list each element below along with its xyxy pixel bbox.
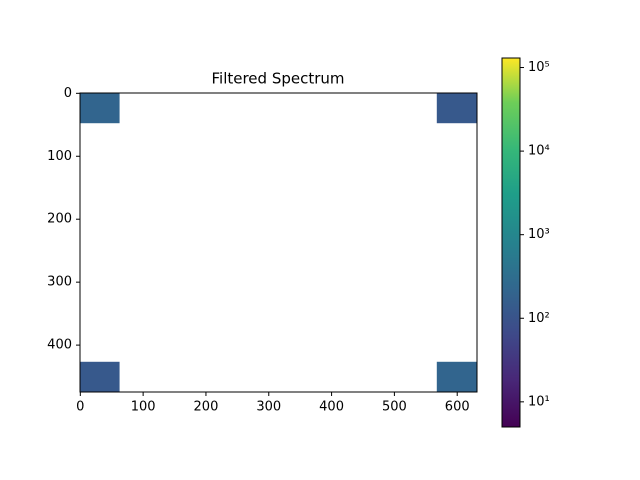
chart-title: Filtered Spectrum: [211, 70, 344, 88]
colorbar-tick-label: 10⁵: [528, 60, 550, 75]
spectrum-region: [436, 93, 477, 124]
x-tick-label: 600: [445, 400, 470, 415]
x-tick-label: 100: [131, 400, 156, 415]
spectrum-region: [80, 93, 120, 124]
x-tick-label: 200: [194, 400, 219, 415]
spectrum-region: [80, 361, 120, 392]
y-tick-label: 0: [64, 86, 72, 101]
y-tick-label: 200: [47, 212, 72, 227]
x-tick-label: 0: [76, 400, 84, 415]
y-tick-label: 300: [47, 275, 72, 290]
colorbar-tick-label: 10⁴: [528, 144, 550, 159]
colorbar-tick-label: 10¹: [528, 394, 550, 409]
y-tick-label: 400: [47, 338, 72, 353]
x-tick-label: 400: [319, 400, 344, 415]
y-tick-label: 100: [47, 149, 72, 164]
axes-frame: [79, 92, 478, 393]
spectrum-region: [436, 361, 477, 392]
x-tick-label: 500: [382, 400, 407, 415]
colorbar: [501, 57, 521, 428]
colorbar-tick-label: 10³: [528, 227, 550, 242]
colorbar-tick-label: 10²: [528, 311, 550, 326]
x-tick-label: 300: [256, 400, 281, 415]
